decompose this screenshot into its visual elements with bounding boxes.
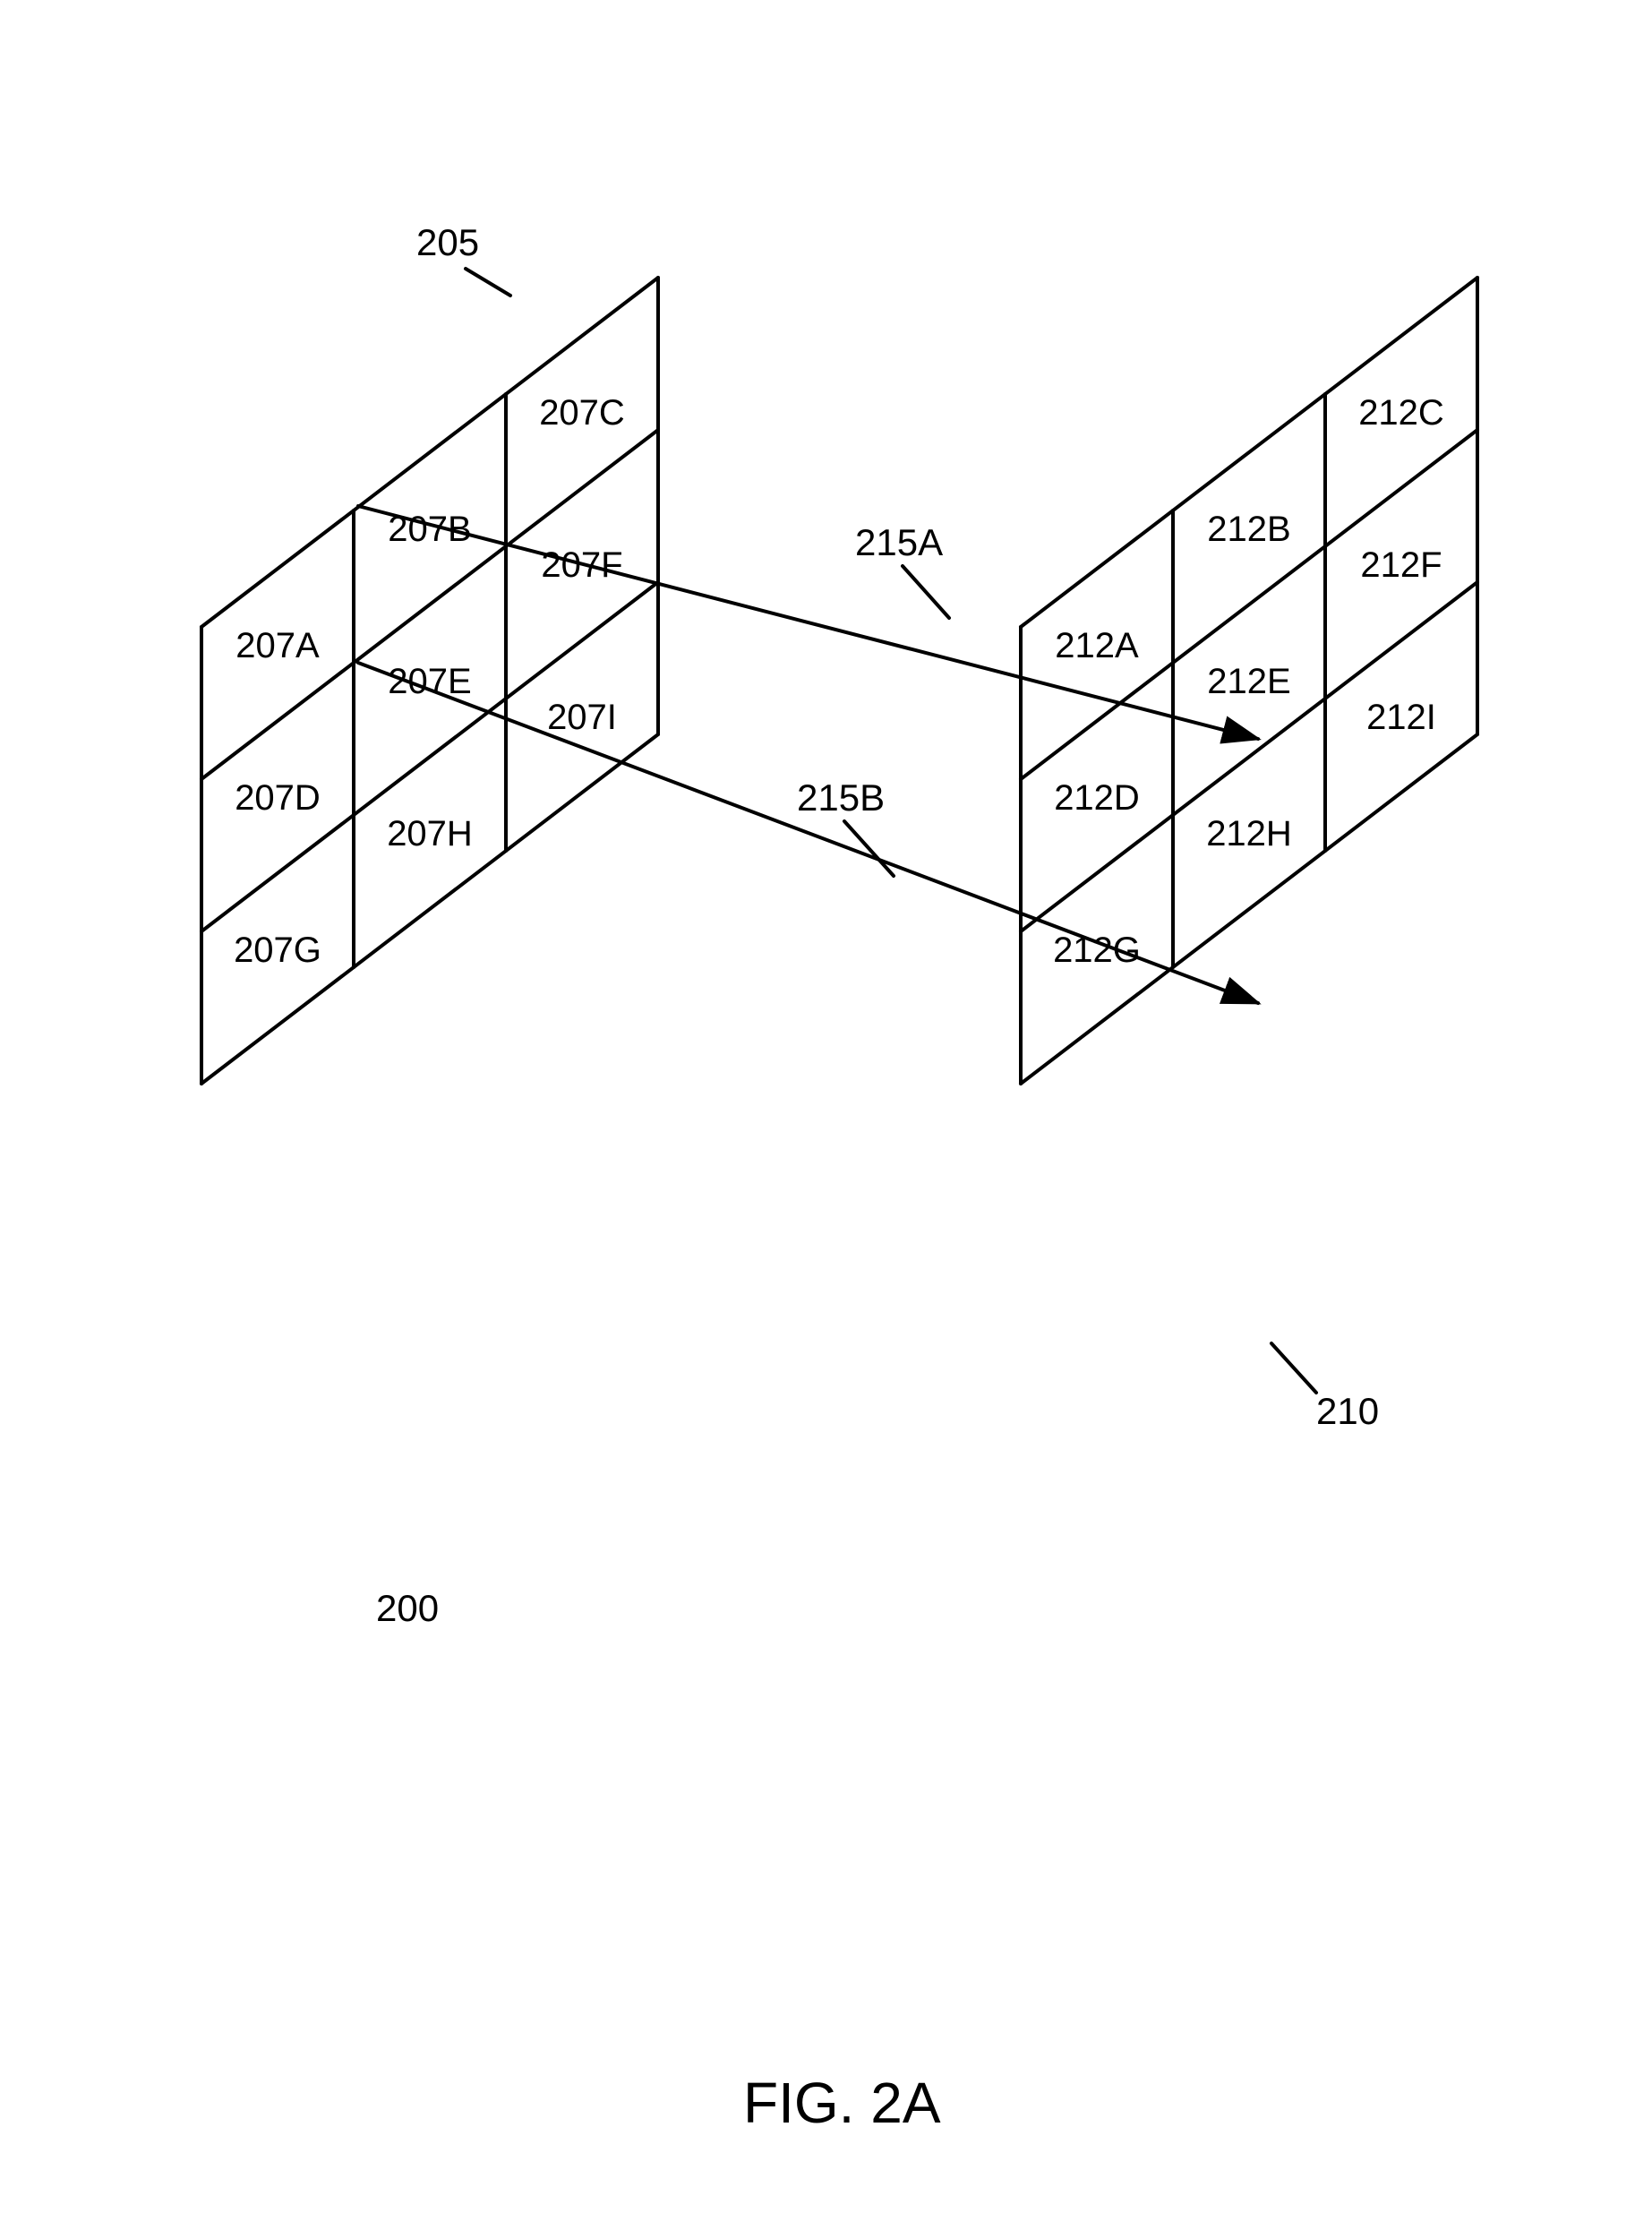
- right-grid-label: 210: [1316, 1390, 1379, 1432]
- arrow-215B: [358, 663, 1258, 1003]
- left-grid-label: 205: [416, 221, 479, 263]
- right-grid-leader: [1271, 1343, 1316, 1393]
- left-grid-leader: [466, 269, 510, 296]
- left-cell-label-207C: 207C: [539, 393, 625, 433]
- arrow-label-215A: 215A: [855, 521, 943, 563]
- right-cell-label-212F: 212F: [1360, 545, 1442, 585]
- right-cell-label-212A: 212A: [1055, 626, 1139, 665]
- left-cell-label-207I: 207I: [547, 698, 617, 737]
- arrow-leader-215A: [903, 566, 949, 618]
- left-cell-label-207G: 207G: [234, 931, 321, 970]
- right-cell-label-212E: 212E: [1207, 662, 1290, 701]
- figure-caption: FIG. 2A: [743, 2071, 941, 2135]
- right-cell-label-212D: 212D: [1054, 778, 1140, 818]
- left-cell-label-207D: 207D: [235, 778, 321, 818]
- right-cell-label-212B: 212B: [1207, 510, 1290, 549]
- figure-number: 200: [376, 1587, 439, 1629]
- right-cell-label-212I: 212I: [1366, 698, 1436, 737]
- arrow-215A: [358, 506, 1258, 739]
- left-cell-label-207E: 207E: [388, 662, 471, 701]
- right-cell-label-212C: 212C: [1358, 393, 1444, 433]
- right-cell-label-212H: 212H: [1206, 814, 1292, 853]
- left-cell-label-207A: 207A: [235, 626, 320, 665]
- right-cell-label-212G: 212G: [1053, 931, 1141, 970]
- arrow-label-215B: 215B: [797, 776, 885, 819]
- left-cell-label-207H: 207H: [387, 814, 473, 853]
